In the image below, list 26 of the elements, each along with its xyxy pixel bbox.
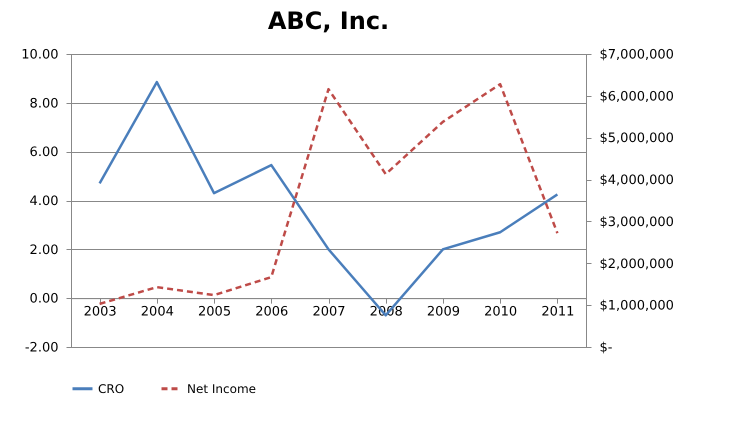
y-tick-label: -2.00 bbox=[24, 340, 58, 356]
x-tick-label: 2004 bbox=[140, 304, 174, 320]
chart-title: ABC, Inc. bbox=[268, 7, 390, 35]
y2-tick-label: $1,000,000 bbox=[600, 298, 674, 314]
x-tick-label: 2011 bbox=[541, 304, 574, 320]
y2-tick-label: $6,000,000 bbox=[600, 89, 674, 104]
y2-tick-label: $2,000,000 bbox=[600, 256, 674, 272]
y-tick-label: 6.00 bbox=[30, 145, 58, 160]
y-tick-label: 4.00 bbox=[30, 194, 58, 209]
y-tick-label: 8.00 bbox=[30, 96, 58, 112]
y2-tick-label: $- bbox=[600, 340, 613, 356]
legend-label: Net Income bbox=[187, 382, 256, 396]
legend-label: CRO bbox=[98, 382, 124, 396]
x-tick-label: 2005 bbox=[198, 304, 232, 320]
x-tick-label: 2007 bbox=[312, 304, 346, 320]
y2-tick-label: $5,000,000 bbox=[600, 131, 674, 146]
x-tick-label: 2010 bbox=[484, 304, 518, 320]
y-tick-label: 0.00 bbox=[30, 292, 58, 307]
y-tick-label: 10.00 bbox=[21, 48, 58, 62]
y2-tick-label: $4,000,000 bbox=[600, 173, 674, 188]
y2-tick-label: $3,000,000 bbox=[600, 214, 674, 230]
y-tick-label: 2.00 bbox=[30, 242, 58, 258]
x-tick-label: 2009 bbox=[426, 304, 460, 320]
x-tick-label: 2003 bbox=[84, 304, 117, 320]
x-tick-label: 2006 bbox=[255, 304, 288, 320]
y2-tick-label: $7,000,000 bbox=[600, 48, 674, 62]
